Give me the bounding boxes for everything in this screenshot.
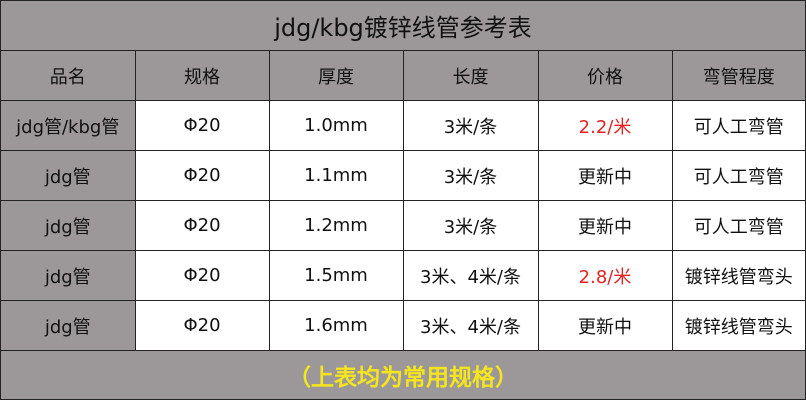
thickness-cell: 1.1mm xyxy=(268,150,404,201)
table-title: jdg/kbg镀锌线管参考表 xyxy=(1,1,805,51)
header-cell: 长度 xyxy=(402,51,539,101)
length-cell: 3米、4米/条 xyxy=(402,300,539,351)
product-name-cell: jdg管/kbg管 xyxy=(1,100,136,151)
product-name-cell: jdg管 xyxy=(1,300,136,351)
header-row: 品名 规格 厚度 长度 价格 弯管程度 xyxy=(1,51,805,101)
price-cell: 更新中 xyxy=(537,150,673,201)
product-name-cell: jdg管 xyxy=(1,150,136,201)
product-name-cell: jdg管 xyxy=(1,250,136,301)
bending-cell: 可人工弯管 xyxy=(671,200,805,251)
spec-cell: Φ20 xyxy=(134,150,270,201)
bending-cell: 可人工弯管 xyxy=(671,150,805,201)
spec-cell: Φ20 xyxy=(134,250,270,301)
length-cell: 3米/条 xyxy=(402,200,539,251)
table-row: jdg管 Φ20 1.6mm 3米、4米/条 更新中 镀锌线管弯头 xyxy=(1,300,805,351)
price-cell: 2.2/米 xyxy=(537,100,673,151)
header-cell: 厚度 xyxy=(268,51,404,101)
table-row: jdg管 Φ20 1.5mm 3米、4米/条 2.8/米 镀锌线管弯头 xyxy=(1,250,805,301)
header-cell: 价格 xyxy=(537,51,673,101)
bending-cell: 可人工弯管 xyxy=(671,100,805,151)
header-cell: 品名 xyxy=(1,51,136,101)
product-name-cell: jdg管 xyxy=(1,200,136,251)
table-row: jdg管/kbg管 Φ20 1.0mm 3米/条 2.2/米 可人工弯管 xyxy=(1,100,805,151)
thickness-cell: 1.0mm xyxy=(268,100,404,151)
thickness-cell: 1.5mm xyxy=(268,250,404,301)
thickness-cell: 1.6mm xyxy=(268,300,404,351)
spec-cell: Φ20 xyxy=(134,100,270,151)
bending-cell: 镀锌线管弯头 xyxy=(671,300,805,351)
length-cell: 3米/条 xyxy=(402,150,539,201)
thickness-cell: 1.2mm xyxy=(268,200,404,251)
header-cell: 规格 xyxy=(134,51,270,101)
header-cell: 弯管程度 xyxy=(671,51,805,101)
table-row: jdg管 Φ20 1.2mm 3米/条 更新中 可人工弯管 xyxy=(1,200,805,251)
bending-cell: 镀锌线管弯头 xyxy=(671,250,805,301)
price-cell: 更新中 xyxy=(537,300,673,351)
spec-cell: Φ20 xyxy=(134,300,270,351)
price-cell: 更新中 xyxy=(537,200,673,251)
footer-note: （上表均为常用规格） xyxy=(288,365,518,391)
length-cell: 3米、4米/条 xyxy=(402,250,539,301)
price-cell: 2.8/米 xyxy=(537,250,673,301)
table-row: jdg管 Φ20 1.1mm 3米/条 更新中 可人工弯管 xyxy=(1,150,805,201)
length-cell: 3米/条 xyxy=(402,100,539,151)
spec-table: 品名 规格 厚度 长度 价格 弯管程度 jdg管/kbg管 Φ20 1.0mm 3米/… xyxy=(1,51,805,351)
spec-cell: Φ20 xyxy=(134,200,270,251)
